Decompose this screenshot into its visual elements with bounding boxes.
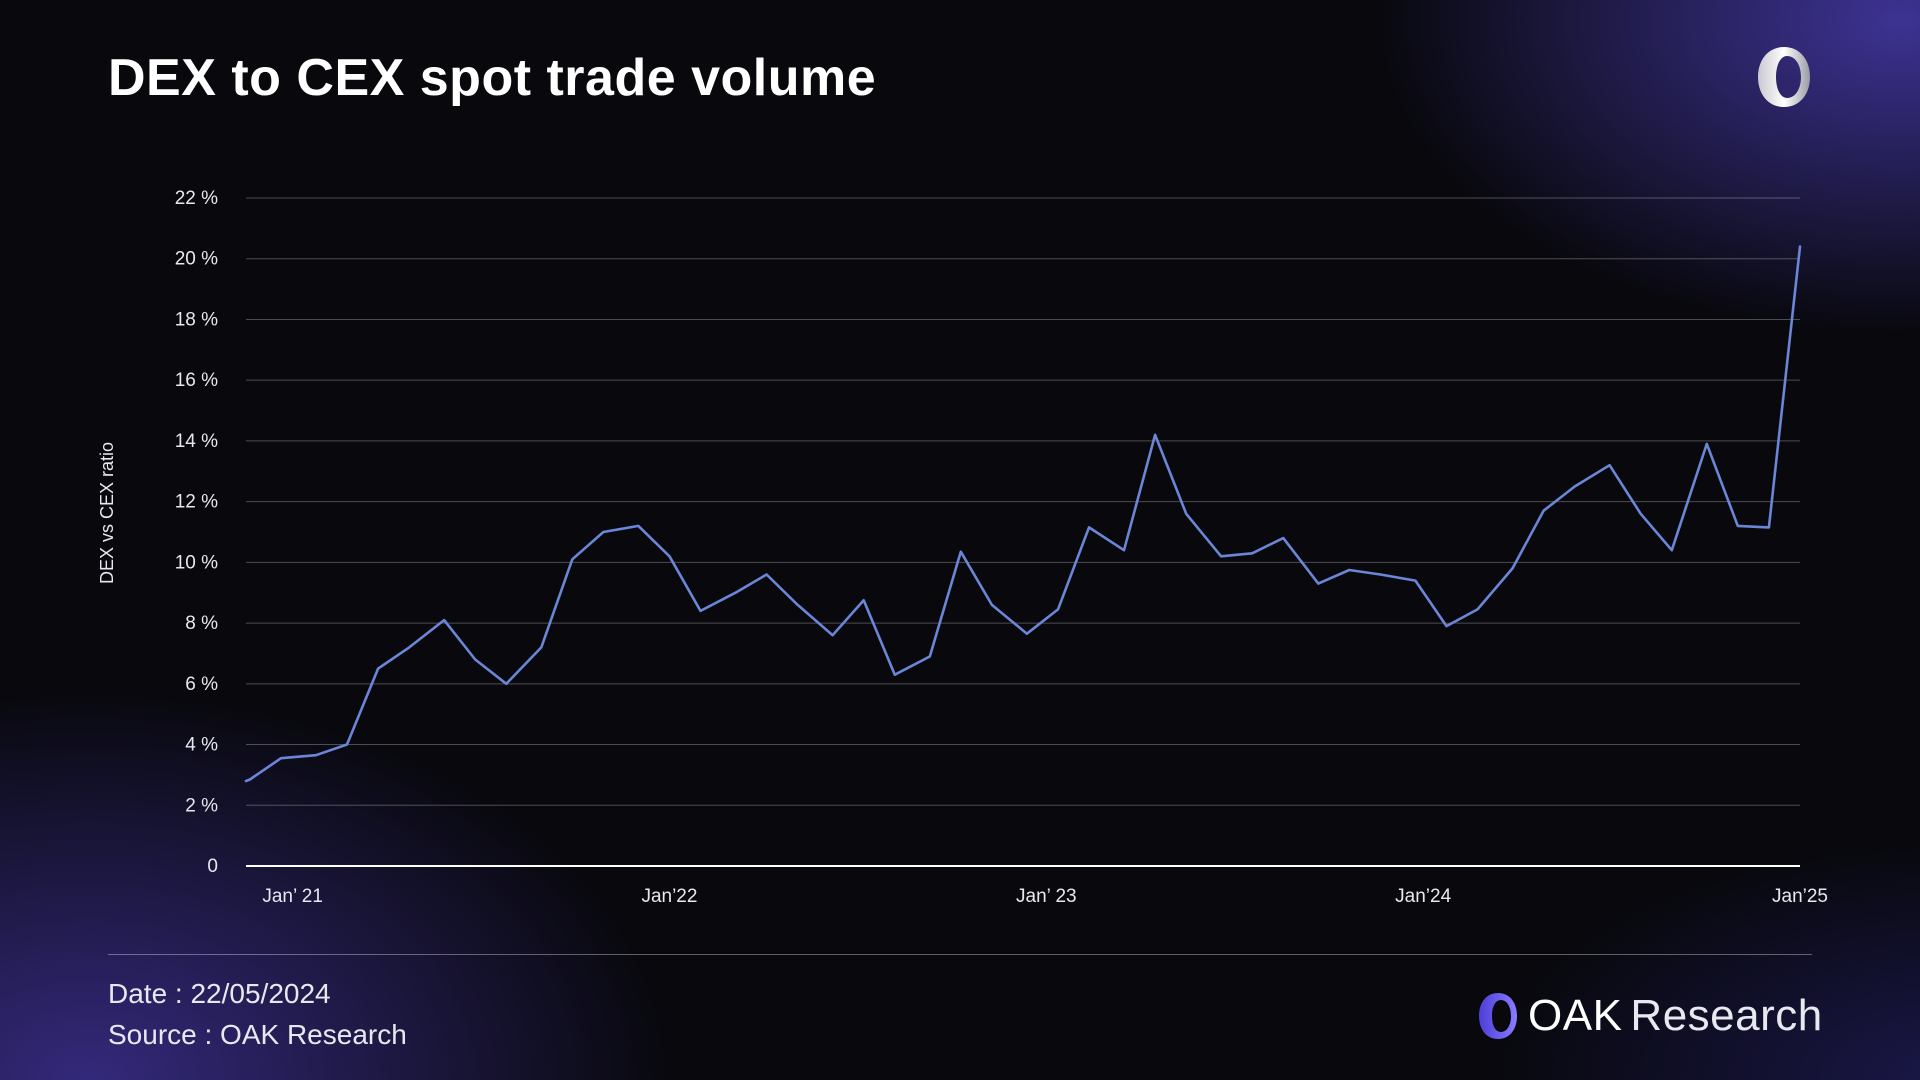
- y-tick-label: 2 %: [185, 795, 218, 816]
- y-tick-label: 18 %: [175, 309, 218, 330]
- footer-divider: [108, 954, 1812, 955]
- x-tick-label: Jan’25: [1772, 886, 1828, 907]
- x-tick-label: Jan’ 23: [1016, 886, 1077, 907]
- oak-logo-icon: [1758, 47, 1810, 107]
- x-tick-label: Jan’22: [641, 886, 697, 907]
- brand-sub: Research: [1630, 991, 1823, 1040]
- brand-wordmark: OAK Research: [1528, 991, 1823, 1041]
- series-line: [244, 245, 1802, 783]
- y-axis-label: DEX vs CEX ratio: [97, 442, 117, 584]
- y-tick-label: 0: [207, 856, 218, 877]
- y-tick-label: 10 %: [175, 552, 218, 573]
- brand-name: OAK: [1528, 991, 1623, 1040]
- brand-logo: OAK Research: [1476, 988, 1823, 1044]
- date-label: Date : 22/05/2024: [108, 978, 331, 1009]
- y-tick-label: 16 %: [175, 370, 218, 391]
- y-tick-label: 8 %: [185, 613, 218, 634]
- x-tick-label: Jan’ 21: [262, 886, 323, 907]
- y-tick-label: 20 %: [175, 249, 218, 270]
- y-tick-label: 22 %: [175, 188, 218, 209]
- y-tick-label: 6 %: [185, 674, 218, 695]
- chart-title: DEX to CEX spot trade volume: [108, 49, 877, 107]
- source-label: Source : OAK Research: [108, 1019, 407, 1050]
- y-tick-label: 12 %: [175, 492, 218, 513]
- x-tick-label: Jan’24: [1395, 886, 1451, 907]
- oak-brand-icon: [1479, 993, 1517, 1039]
- y-tick-label: 14 %: [175, 431, 218, 452]
- y-tick-label: 4 %: [185, 735, 218, 756]
